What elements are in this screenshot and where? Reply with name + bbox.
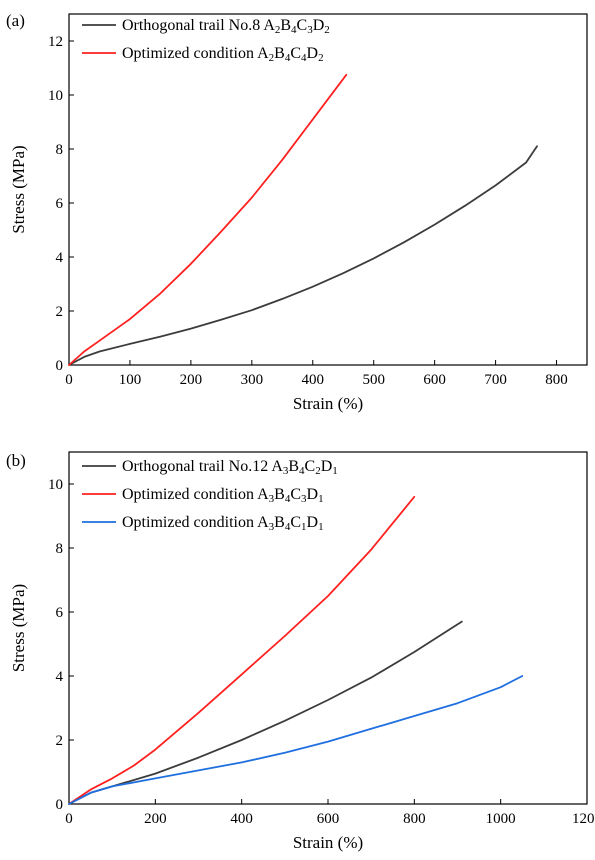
panel-label: (b) xyxy=(6,451,26,470)
y-tick-label: 2 xyxy=(56,304,64,320)
plot-frame xyxy=(68,451,588,805)
x-tick-label: 700 xyxy=(484,372,507,388)
legend-entry-label: Orthogonal trail No.12 A3B4C2D1 xyxy=(122,458,338,477)
y-tick-label: 6 xyxy=(56,605,64,621)
series-line-2 xyxy=(68,495,416,805)
series-line-1 xyxy=(68,620,463,805)
panel-label: (a) xyxy=(6,11,25,30)
y-axis-title: Stress (MPa) xyxy=(9,584,28,672)
x-tick-label: 0 xyxy=(65,811,73,827)
plot-frame xyxy=(68,13,588,366)
y-tick-label: 2 xyxy=(56,733,64,749)
x-axis-title: Strain (%) xyxy=(293,833,363,852)
chart-panel-a: 0 100 200 300 400 500 600 700 800 0 2 4 6 8 10 12 Strain… xyxy=(6,11,588,413)
x-tick-label: 200 xyxy=(180,372,203,388)
x-tick-label: 1000 xyxy=(486,811,516,827)
y-tick-label: 6 xyxy=(56,196,64,212)
y-tick-label: 8 xyxy=(56,142,64,158)
y-tick-label: 4 xyxy=(56,669,64,685)
y-tick-label: 0 xyxy=(56,358,64,374)
y-axis-title: Stress (MPa) xyxy=(9,145,28,233)
series-line-3 xyxy=(68,675,524,805)
y-tick-label: 12 xyxy=(48,34,63,50)
x-tick-label: 200 xyxy=(144,811,167,827)
x-tick-label: 400 xyxy=(230,811,253,827)
series-line-2 xyxy=(68,73,348,366)
legend-entry-label: Optimized condition A3B4C1D1 xyxy=(122,514,324,533)
y-tick-label: 4 xyxy=(56,250,64,266)
x-tick-label: 600 xyxy=(423,372,446,388)
series-line-1 xyxy=(68,145,538,366)
x-tick-label: 500 xyxy=(362,372,385,388)
x-tick-label: 100 xyxy=(119,372,142,388)
y-tick-label: 10 xyxy=(48,88,63,104)
y-tick-label: 0 xyxy=(56,797,64,813)
x-tick-label: 600 xyxy=(317,811,340,827)
x-tick-label: 0 xyxy=(65,372,73,388)
y-tick-label: 10 xyxy=(48,477,63,493)
x-axis-title: Strain (%) xyxy=(293,394,363,413)
legend-entry-label: Optimized condition A2B4C4D2 xyxy=(122,45,324,64)
x-tick-label: 800 xyxy=(545,372,568,388)
legend-entry-label: Optimized condition A3B4C3D1 xyxy=(122,486,324,505)
legend-entry-label: Orthogonal trail No.8 A2B4C3D2 xyxy=(122,17,330,36)
x-tick-label: 800 xyxy=(403,811,426,827)
x-tick-label: 400 xyxy=(302,372,325,388)
x-tick-label: 300 xyxy=(241,372,264,388)
y-tick-label: 8 xyxy=(56,541,64,557)
